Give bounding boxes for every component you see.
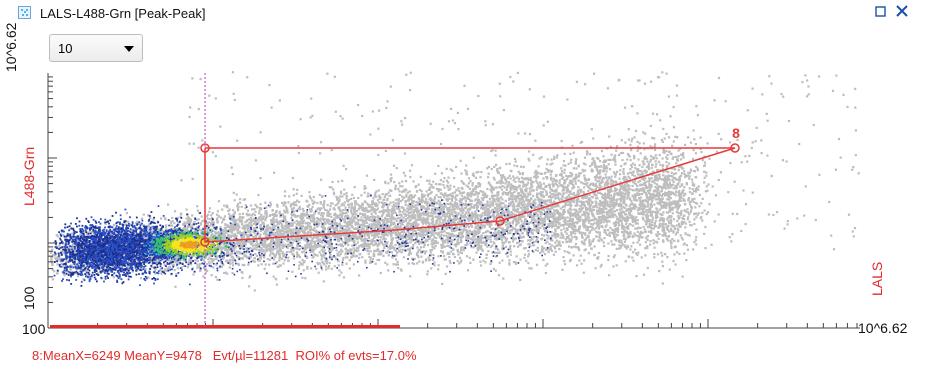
scatter-plot-icon xyxy=(18,6,31,19)
scale-dropdown[interactable]: 10 xyxy=(49,34,143,62)
title-bar: LALS-L488-Grn [Peak-Peak] xyxy=(0,0,934,26)
close-icon[interactable] xyxy=(894,3,910,19)
x-axis-label: LALS xyxy=(869,262,885,296)
window-title: LALS-L488-Grn [Peak-Peak] xyxy=(40,6,206,21)
y-mid-label: 100 xyxy=(21,286,37,310)
roi-vertex[interactable] xyxy=(200,237,210,247)
y-min-label: 100 xyxy=(22,321,46,337)
roi-vertex[interactable] xyxy=(730,143,740,153)
event-dots xyxy=(50,71,860,292)
roi-polygon[interactable] xyxy=(204,147,736,243)
restore-icon[interactable] xyxy=(873,3,889,19)
roi-vertex[interactable] xyxy=(200,143,210,153)
roi-id-label: 8 xyxy=(732,125,740,141)
x-max-label: 10^6.62 xyxy=(858,320,908,336)
scale-dropdown-value: 10 xyxy=(58,41,73,56)
chevron-down-icon xyxy=(124,46,134,52)
roi-statistics: 8:MeanX=6249 MeanY=9478 Evt/µl=11281 ROI… xyxy=(32,348,417,363)
y-axis-label: L488-Grn xyxy=(21,147,37,206)
y-max-label: 10^6.62 xyxy=(3,22,19,72)
roi-vertex[interactable] xyxy=(495,216,505,226)
axis-ticks xyxy=(47,76,858,329)
